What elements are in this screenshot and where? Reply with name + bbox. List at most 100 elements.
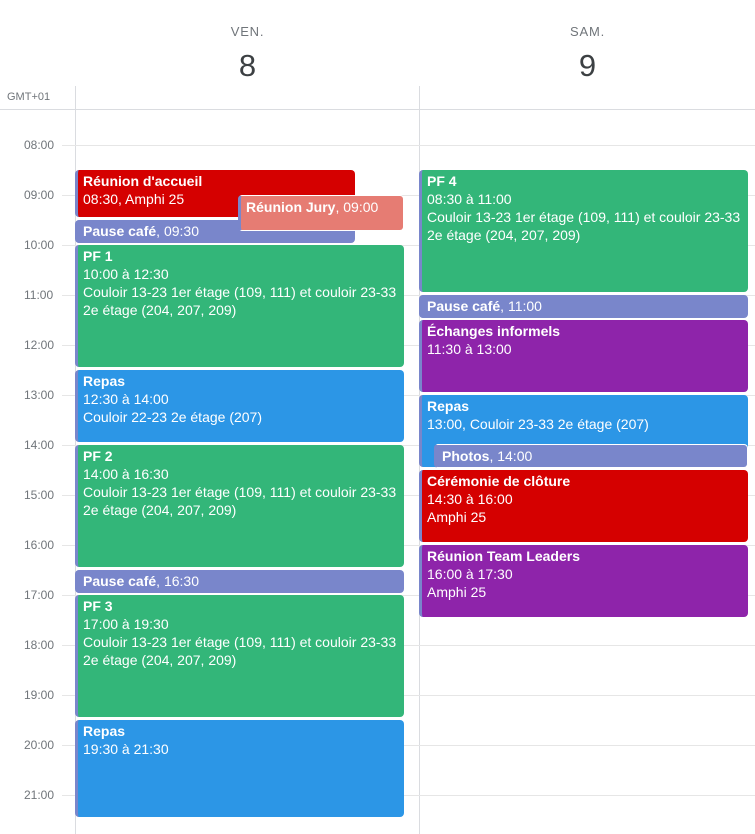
- hour-line: [75, 395, 755, 396]
- day-number[interactable]: 9: [578, 48, 597, 83]
- event-time: 10:00 à 12:30: [83, 266, 169, 282]
- hour-tick: [62, 695, 75, 696]
- event-ceremonie-cloture[interactable]: Cérémonie de clôture 14:30 à 16:00 Amphi…: [419, 470, 748, 542]
- hour-label: 08:00: [24, 138, 55, 152]
- event-location: Couloir 22-23 2e étage (207): [83, 409, 263, 425]
- event-title: PF 4: [427, 173, 457, 189]
- event-pf3[interactable]: PF 3 17:00 à 19:30 Couloir 13-23 1er éta…: [75, 595, 404, 717]
- hour-label: 11:00: [24, 288, 54, 302]
- timezone-label: GMT+01: [7, 91, 51, 103]
- hour-line: [75, 345, 755, 346]
- event-time: , 11:00: [500, 298, 542, 314]
- hour-line: [75, 595, 755, 596]
- event-pf1[interactable]: PF 1 10:00 à 12:30 Couloir 13-23 1er éta…: [75, 245, 404, 367]
- event-time: 14:30 à 16:00: [427, 491, 513, 507]
- hour-line: [75, 795, 755, 796]
- event-title: Pause café: [427, 298, 501, 314]
- hour-label: 16:00: [24, 538, 55, 552]
- hour-tick: [62, 445, 75, 446]
- hour-label: 14:00: [24, 438, 55, 452]
- day-number[interactable]: 8: [238, 48, 257, 83]
- hour-line: [75, 495, 755, 496]
- hour-tick: [62, 395, 75, 396]
- event-title: Cérémonie de clôture: [427, 473, 571, 489]
- event-pause-cafe-2[interactable]: Pause café, 16:30: [75, 570, 404, 593]
- calendar-header: VEN. 8 SAM. 9 GMT+01: [0, 0, 755, 110]
- event-details: 08:30, Amphi 25: [83, 191, 185, 207]
- event-title: PF 2: [83, 448, 113, 464]
- event-echanges-informels[interactable]: Échanges informels 11:30 à 13:00: [419, 320, 748, 392]
- hour-tick: [62, 145, 75, 146]
- day-of-week: VEN.: [230, 24, 265, 39]
- event-repas-1[interactable]: Repas 12:30 à 14:00 Couloir 22-23 2e éta…: [75, 370, 404, 442]
- event-time: 16:00 à 17:30: [427, 566, 513, 582]
- hour-tick: [62, 645, 75, 646]
- event-pf4[interactable]: PF 4 08:30 à 11:00 Couloir 13-23 1er éta…: [419, 170, 748, 292]
- event-time: 17:00 à 19:30: [83, 616, 169, 632]
- event-location: Amphi 25: [427, 584, 487, 600]
- event-time: , 16:30: [156, 573, 199, 589]
- event-time: 14:00 à 16:30: [83, 466, 169, 482]
- hour-tick: [62, 345, 75, 346]
- event-title: PF 3: [83, 598, 113, 614]
- event-time: 12:30 à 14:00: [83, 391, 169, 407]
- hour-line: [75, 145, 755, 146]
- hour-line: [75, 695, 755, 696]
- event-title: Réunion d'accueil: [83, 173, 203, 189]
- hour-label: 15:00: [24, 488, 55, 502]
- event-title: Photos: [442, 448, 490, 464]
- event-title: Pause café: [83, 573, 157, 589]
- event-pf2[interactable]: PF 2 14:00 à 16:30 Couloir 13-23 1er éta…: [75, 445, 404, 567]
- event-reunion-jury[interactable]: Réunion Jury, 09:00: [238, 195, 404, 231]
- event-repas-2[interactable]: Repas 19:30 à 21:30: [75, 720, 404, 817]
- hour-tick: [62, 295, 75, 296]
- hour-tick: [62, 495, 75, 496]
- event-location: Amphi 25: [427, 509, 487, 525]
- hour-tick: [62, 795, 75, 796]
- event-location: Couloir 13-23 1er étage (109, 111) et co…: [83, 634, 397, 668]
- hour-line: [75, 295, 755, 296]
- header-divider: [0, 109, 755, 110]
- event-time: , 14:00: [489, 448, 533, 464]
- event-location: Couloir 13-23 1er étage (109, 111) et co…: [427, 209, 741, 243]
- event-title: Repas: [83, 373, 126, 389]
- event-title: Réunion Team Leaders: [427, 548, 581, 564]
- hour-tick: [62, 195, 75, 196]
- hour-line: [75, 645, 755, 646]
- hour-line: [75, 745, 755, 746]
- event-time: 19:30 à 21:30: [83, 741, 169, 757]
- hour-tick: [62, 245, 75, 246]
- hour-label: 13:00: [24, 388, 55, 402]
- hour-line: [75, 195, 755, 196]
- hour-tick: [62, 745, 75, 746]
- hour-line: [75, 445, 755, 446]
- event-time: , 09:00: [335, 199, 379, 215]
- hour-tick: [62, 595, 75, 596]
- event-title: PF 1: [83, 248, 113, 264]
- hour-label: 18:00: [24, 638, 55, 652]
- event-title: Repas: [83, 723, 126, 739]
- event-time: 11:30 à 13:00: [427, 341, 512, 357]
- event-title: Repas: [427, 398, 470, 414]
- event-photos[interactable]: Photos, 14:00: [434, 444, 748, 468]
- hour-label: 20:00: [24, 738, 55, 752]
- hour-label: 12:00: [24, 338, 55, 352]
- hour-tick: [62, 545, 75, 546]
- event-title: Réunion Jury: [246, 199, 336, 215]
- hour-line: [75, 545, 755, 546]
- event-time: 08:30 à 11:00: [427, 191, 512, 207]
- hour-label: 21:00: [24, 788, 55, 802]
- event-reunion-team-leaders[interactable]: Réunion Team Leaders 16:00 à 17:30 Amphi…: [419, 545, 748, 617]
- event-title: Pause café: [83, 223, 157, 239]
- hour-line: [75, 245, 755, 246]
- event-title: Échanges informels: [427, 323, 561, 339]
- event-time: , 09:30: [156, 223, 199, 239]
- hour-label: 17:00: [24, 588, 55, 602]
- hour-label: 10:00: [24, 238, 55, 252]
- event-pause-cafe-3[interactable]: Pause café, 11:00: [419, 295, 748, 318]
- event-location: Couloir 13-23 1er étage (109, 111) et co…: [83, 284, 397, 318]
- day-of-week: SAM.: [570, 24, 605, 39]
- event-location: Couloir 13-23 1er étage (109, 111) et co…: [83, 484, 397, 518]
- event-details: 13:00, Couloir 23-33 2e étage (207): [427, 416, 649, 432]
- hour-label: 09:00: [24, 188, 55, 202]
